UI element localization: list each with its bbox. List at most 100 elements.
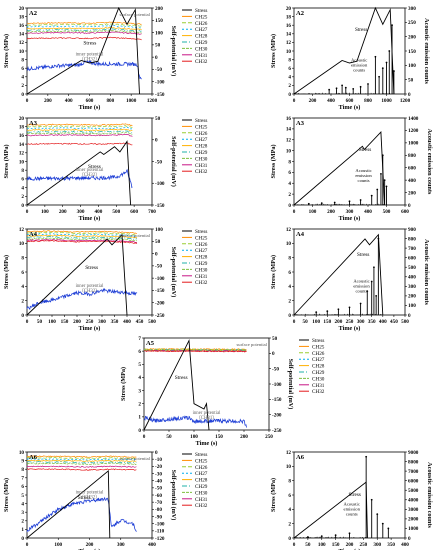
sp-a3-legend-label: CH30 — [195, 156, 208, 162]
sp-a3-y-tick-label: 16 — [19, 133, 25, 139]
ae-a4-x-axis-title: Time (s) — [339, 325, 361, 332]
ae-a2-y2-tick-label: 150 — [408, 49, 416, 55]
sp-a5-y2-tick-label: 0 — [272, 351, 275, 357]
sp-a2-surface-annotation: surface potential — [120, 12, 151, 17]
sp-a2-y-tick-label: 14 — [19, 32, 25, 38]
sp-a4-y2-tick-label: -50 — [155, 264, 162, 270]
ae-a3-y-tick-label: 4 — [288, 181, 291, 187]
sp-a2-series-ch25 — [27, 21, 142, 25]
ae-a2-ae-annotation: emission — [351, 62, 368, 67]
sp-a3-y-tick-label: 20 — [19, 116, 25, 122]
ae-a4-y2-tick-label: 100 — [408, 303, 416, 309]
sp-a4-legend-label: CH28 — [195, 255, 208, 261]
sp-a5-series-stress — [143, 338, 210, 431]
ae-a3-ae-point — [320, 202, 323, 205]
ae-a2-y-tick-label: 0 — [288, 92, 291, 98]
sp-a2-x-tick-label: 800 — [106, 98, 114, 104]
sp-a3-legend-label: CH26 — [195, 131, 208, 137]
ae-a2-ae-point — [367, 83, 369, 85]
sp-a6-y-tick-label: 9 — [21, 458, 24, 464]
sp-a6-inner-annotation: inner potential — [76, 491, 105, 496]
ae-a6-y2-tick-label: 1000 — [408, 526, 419, 532]
ae-a6-x-tick-label: 350 — [387, 542, 395, 548]
ae-a3-plot-frame — [293, 117, 406, 206]
sp-a2-y-tick-label: 2 — [21, 83, 24, 89]
ae-a4-x-tick-label: 150 — [323, 319, 331, 325]
sp-a3-y2-tick-label: -150 — [155, 203, 165, 209]
ae-a6-y-tick-label: 2 — [288, 521, 291, 527]
sp-a2-y2-tick-label: 0 — [155, 55, 158, 61]
sp-a2-chart: 0 200 400 600 800 1000 120002468101214161820-1… — [3, 6, 208, 111]
sp-a3-y-tick-label: 2 — [21, 194, 24, 200]
ae-a6-stress-annotation: Stress — [349, 492, 361, 498]
sp-a4-x-tick-label: 400 — [123, 319, 131, 325]
ae-a2-y-tick-label: 16 — [286, 23, 292, 29]
ae-a4-y2-tick-label: 500 — [408, 265, 416, 271]
sp-a2-y2-tick-label: 100 — [155, 30, 163, 36]
sp-a6-y2-tick-label: -110 — [155, 529, 165, 535]
ae-a3-x-tick-label: 0 — [293, 209, 296, 215]
sp-a4-inner-channel-annotation: （CH32） — [79, 288, 100, 294]
sp-a2-legend-label: CH28 — [195, 34, 208, 40]
sp-a5-y-tick-label: 7 — [138, 336, 141, 342]
sp-a4-series-ch28 — [26, 234, 138, 239]
sp-a5-x-tick-label: 50 — [166, 434, 172, 440]
sp-a4-y2-tick-label: 0 — [155, 251, 158, 257]
sp-a3-y2-tick-label: -100 — [155, 181, 165, 187]
ae-a6-ae-annotation: Acoustic — [344, 501, 360, 506]
ae-a4-x-tick-label: 50 — [303, 319, 309, 325]
sp-a3-series-ch27 — [26, 126, 133, 130]
sp-a6-legend-label: CH29 — [195, 484, 208, 490]
ae-a2-ae-point — [374, 55, 377, 58]
sp-a6-legend-label: CH32 — [195, 503, 208, 509]
sp-a2-y-tick-label: 6 — [21, 66, 24, 72]
ae-a3-x-tick-label: 400 — [364, 209, 372, 215]
ae-a6-y2-axis-title: Acoustic emission counts — [426, 462, 433, 528]
sp-a6-series-stress — [26, 469, 111, 539]
ae-a3-y-tick-label: 2 — [288, 192, 291, 198]
ae-a3-ae-point — [307, 202, 310, 205]
sp-a3-y-tick-label: 8 — [21, 168, 24, 174]
sp-a5-panel-id: A5 — [146, 340, 155, 347]
sp-a5-inner-channel-annotation: （CH31） — [196, 415, 217, 421]
ae-a4-y-tick-label: 2 — [288, 298, 291, 304]
sp-a3-x-tick-label: 600 — [130, 209, 138, 215]
sp-a2-legend-label: CH30 — [195, 46, 208, 52]
ae-a6-chart: 0 50 100 150 200 250 300 350 4000246810120100020… — [270, 450, 433, 550]
sp-a3-legend-label: CH27 — [195, 137, 208, 143]
sp-a2-inner-channel-annotation: （CH32） — [79, 57, 100, 63]
sp-a4-series-inner-potential — [26, 287, 138, 311]
ae-a3-ae-point — [385, 185, 388, 188]
ae-a2-plot-frame — [293, 7, 406, 95]
ae-a4-ae-point — [366, 290, 369, 293]
ae-a3-y2-tick-label: 400 — [408, 178, 416, 184]
sp-a2-y-tick-label: 4 — [21, 75, 24, 81]
sp-a6-legend-label: CH26 — [195, 465, 208, 471]
ae-a4-y-tick-label: 4 — [288, 284, 291, 290]
ae-a4-ae-point — [326, 310, 329, 313]
ae-a2-panel-id: A2 — [296, 10, 304, 17]
ae-a3-x-tick-label: 300 — [346, 209, 354, 215]
ae-a2-ae-point — [352, 87, 355, 90]
ae-a2-ae-point — [391, 24, 393, 27]
sp-a4-y2-tick-label: -200 — [155, 301, 165, 307]
ae-a4-x-tick-label: 200 — [335, 319, 343, 325]
ae-a2-x-tick-label: 800 — [364, 98, 372, 104]
sp-a4-legend-label: CH30 — [195, 267, 208, 273]
ae-a4-ae-annotation: counts — [355, 288, 367, 293]
sp-a2-y2-tick-label: -150 — [155, 92, 165, 98]
ae-a6-x-axis-title: Time (s) — [339, 548, 361, 550]
sp-a5-x-tick-label: 200 — [240, 434, 248, 440]
ae-a3-ae-point — [359, 199, 362, 201]
sp-a2-legend-label: CH29 — [195, 40, 208, 46]
sp-a5-legend-label: Stress — [312, 338, 324, 344]
sp-a3-legend-label: CH25 — [195, 124, 208, 130]
sp-a4-y2-tick-label: -100 — [155, 276, 165, 282]
ae-a6-y-tick-label: 10 — [286, 464, 292, 470]
ae-a4-stress-annotation: Stress — [357, 252, 369, 258]
sp-a2-y2-tick-label: 50 — [155, 43, 161, 49]
sp-a5-legend-label: CH30 — [312, 376, 325, 382]
ae-a4-ae-annotation: emission — [353, 283, 370, 288]
ae-a4-y-tick-label: 12 — [286, 227, 292, 233]
